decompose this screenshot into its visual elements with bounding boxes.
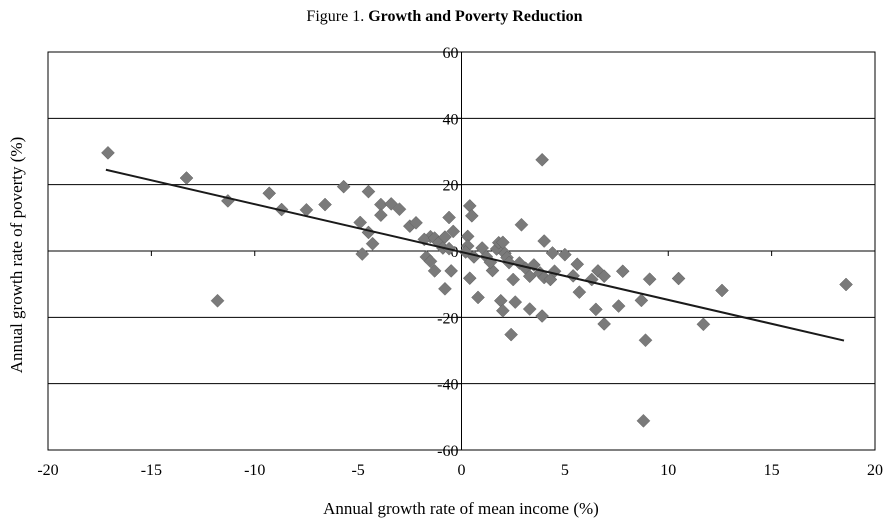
data-point <box>446 224 461 239</box>
data-point <box>438 281 452 296</box>
x-tick-label: 15 <box>764 462 780 479</box>
x-tick-label: -15 <box>141 462 162 479</box>
data-point <box>504 327 518 342</box>
data-point <box>101 145 115 160</box>
data-point <box>535 152 549 167</box>
data-point <box>558 247 572 262</box>
data-point <box>597 317 612 331</box>
figure-number: Figure 1. <box>306 8 365 25</box>
data-point <box>671 271 686 286</box>
data-point <box>462 199 477 213</box>
data-point <box>493 293 508 308</box>
data-point <box>636 413 651 428</box>
data-point <box>444 264 459 278</box>
data-point <box>471 290 485 305</box>
y-tick-label: -60 <box>437 443 458 460</box>
data-point <box>462 271 477 286</box>
data-point <box>262 186 277 201</box>
data-point <box>374 208 388 223</box>
y-tick-label: 20 <box>443 178 459 195</box>
x-tick-label: 0 <box>458 462 466 479</box>
data-point <box>638 333 653 348</box>
chart-title-text: Growth and Poverty Reduction <box>368 8 583 25</box>
y-tick-label: 0 <box>451 244 459 261</box>
x-axis-label: Annual growth rate of mean income (%) <box>323 499 599 518</box>
x-tick-label: -5 <box>351 462 364 479</box>
data-point <box>570 257 585 272</box>
data-point <box>355 247 370 261</box>
data-point <box>384 197 399 211</box>
data-point <box>506 272 521 287</box>
data-point <box>535 309 549 323</box>
y-tick-label: -40 <box>437 377 458 394</box>
data-point <box>442 210 456 225</box>
y-tick-label: -20 <box>437 310 458 327</box>
data-point <box>522 269 537 284</box>
data-point <box>615 264 630 279</box>
data-point <box>495 303 510 318</box>
x-tick-label: 20 <box>867 462 883 479</box>
data-point <box>361 184 376 199</box>
data-point <box>508 295 523 309</box>
x-tick-label: -10 <box>244 462 265 479</box>
trend-line <box>105 168 845 342</box>
data-point <box>839 277 853 292</box>
data-points <box>101 145 853 428</box>
data-point <box>572 285 587 299</box>
y-axis-label: Annual growth rate of poverty (%) <box>7 137 26 374</box>
data-point <box>522 302 537 316</box>
data-point <box>696 317 711 332</box>
x-tick-label: -20 <box>37 462 58 479</box>
x-tick-label: 10 <box>660 462 676 479</box>
data-point <box>514 217 529 232</box>
data-point <box>179 171 194 185</box>
data-point <box>597 269 612 284</box>
x-tick-label: 5 <box>561 462 569 479</box>
data-point <box>318 197 332 212</box>
data-point <box>642 272 657 287</box>
axis-ticks: -20 -15 -10 -5 0 5 10 15 20 -60 -40 -20 0 20 40 60 <box>37 45 883 479</box>
y-tick-label: 60 <box>443 45 459 62</box>
data-point <box>464 208 479 223</box>
data-point <box>210 293 225 308</box>
data-point <box>589 302 603 317</box>
data-point <box>634 293 649 308</box>
chart-title: Figure 1. Growth and Poverty Reduction <box>0 8 889 26</box>
data-point <box>537 234 552 248</box>
data-point <box>365 236 380 251</box>
data-point <box>715 283 729 298</box>
data-point <box>392 202 407 217</box>
data-point <box>427 264 442 278</box>
y-tick-label: 40 <box>443 111 459 128</box>
data-point <box>611 299 626 313</box>
data-point <box>336 179 351 194</box>
data-point <box>409 215 423 230</box>
data-point <box>423 254 438 269</box>
data-point <box>545 246 560 260</box>
